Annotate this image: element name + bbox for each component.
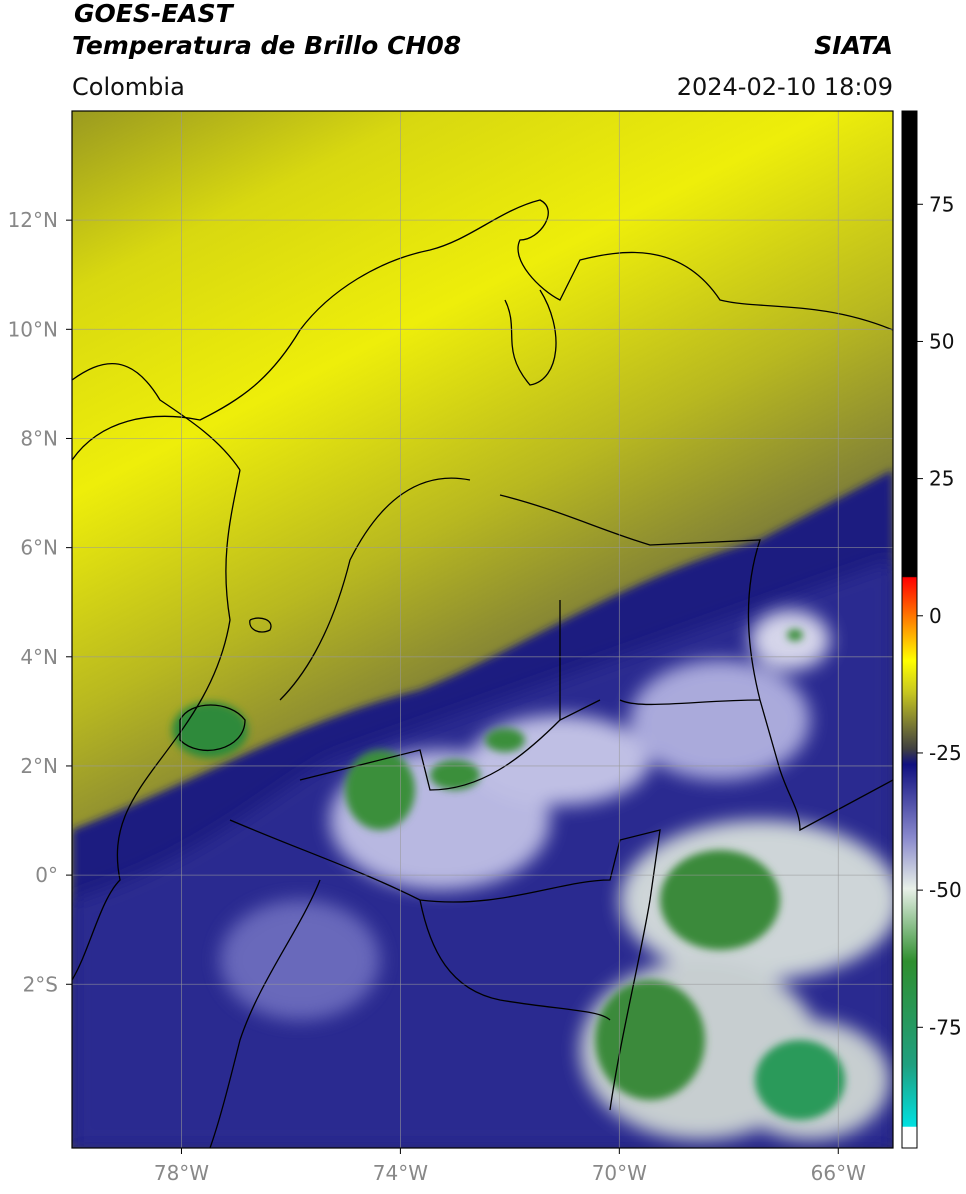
map-frame	[71, 110, 894, 1149]
y-tick-label: 4°N	[20, 645, 58, 669]
colorbar-tick-label: -75	[929, 1015, 962, 1039]
y-tick-label: 2°S	[23, 972, 58, 996]
title: GOES-EAST	[74, 0, 235, 28]
y-tick-label: 8°N	[20, 426, 58, 450]
source: SIATA	[814, 31, 893, 60]
grid	[72, 111, 893, 1148]
y-tick-label: 0°	[35, 863, 58, 887]
x-tick-label: 70°W	[592, 1161, 647, 1185]
region: Colombia	[72, 73, 185, 101]
subtitle: Temperatura de Brillo CH08	[72, 31, 461, 60]
colorbar-tick-label: 50	[929, 329, 954, 353]
colorbar-tick-label: 25	[929, 467, 954, 491]
colorbar-tick-label: 0	[929, 604, 942, 628]
colorbar-tick-label: 75	[929, 192, 954, 216]
y-tick-label: 6°N	[20, 536, 58, 560]
x-tick-label: 74°W	[373, 1161, 428, 1185]
x-tick-label: 66°W	[811, 1161, 866, 1185]
y-tick-label: 10°N	[8, 317, 58, 341]
datetime: 2024-02-10 18:09	[677, 73, 893, 101]
colorbar	[901, 110, 918, 1149]
colorbar-tick-label: -50	[929, 878, 962, 902]
y-tick-label: 12°N	[8, 208, 58, 232]
x-tick-label: 78°W	[154, 1161, 209, 1185]
satellite-image	[72, 111, 893, 1148]
colorbar-tick-label: -25	[929, 741, 962, 765]
y-tick-label: 2°N	[20, 754, 58, 778]
